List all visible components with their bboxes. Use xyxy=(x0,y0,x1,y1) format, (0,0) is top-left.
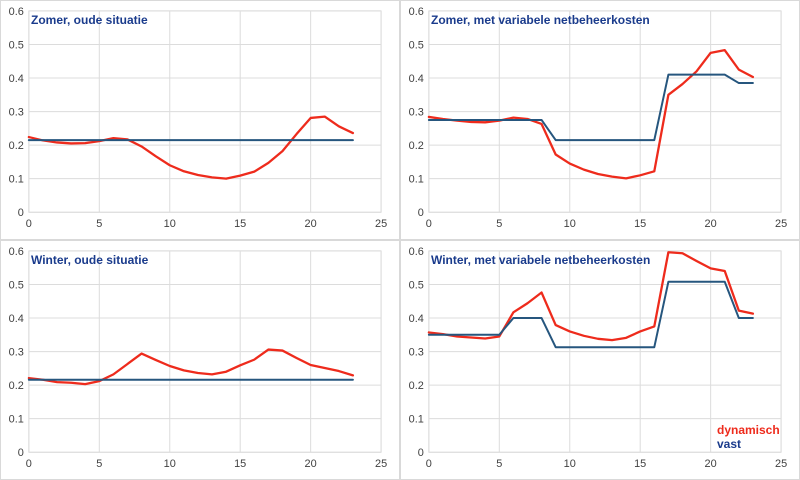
y-tick-label: 0.1 xyxy=(9,414,24,426)
vast-line xyxy=(427,73,754,142)
chart-canvas-winter-oude-situatie: 0 0.1 0.2 0.3 0.4 0.5 0.6 0 5 10 15 20 25 xyxy=(9,246,387,470)
plot-area-border xyxy=(28,10,382,213)
x-tick-label: 15 xyxy=(634,218,646,230)
y-tick-label: 0.2 xyxy=(409,140,424,152)
x-tick-label: 5 xyxy=(496,218,502,230)
x-tick-label: 15 xyxy=(234,458,246,470)
x-tick-label: 5 xyxy=(96,218,102,230)
y-tick-label: 0.3 xyxy=(409,347,424,359)
plot-area-border xyxy=(28,250,382,453)
chart-title-winter-variabele-netbeheerkosten: Winter, met variabele netbeheerkosten xyxy=(431,253,651,267)
x-tick-label: 25 xyxy=(375,458,387,470)
x-tick-label: 25 xyxy=(775,218,787,230)
x-tick-label: 10 xyxy=(164,218,176,230)
chart-panel-zomer-oude-situatie: 0 0.1 0.2 0.3 0.4 0.5 0.6 0 5 10 15 20 25 Zomer, oud… xyxy=(0,0,400,240)
x-tick-label: 5 xyxy=(496,458,502,470)
x-tick-label: 15 xyxy=(634,458,646,470)
vast-line xyxy=(427,280,754,349)
plot-area-border xyxy=(428,10,782,213)
x-tick-label: 0 xyxy=(26,218,32,230)
legend-entry-dynamisch: dynamisch xyxy=(717,423,780,437)
y-tick-label: 0 xyxy=(18,207,24,219)
y-tick-label: 0 xyxy=(418,447,424,459)
y-tick-label: 0.4 xyxy=(9,73,24,85)
dynamisch-line xyxy=(427,251,755,342)
y-tick-label: 0.6 xyxy=(9,246,24,258)
chart-legend: dynamisch vast xyxy=(717,423,780,451)
x-tick-label: 20 xyxy=(305,458,317,470)
dynamisch-line xyxy=(427,49,755,180)
y-tick-label: 0.5 xyxy=(9,39,24,51)
plot-area-border xyxy=(428,250,782,453)
y-tick-label: 0 xyxy=(18,447,24,459)
chart-title-zomer-variabele-netbeheerkosten: Zomer, met variabele netbeheerkosten xyxy=(431,13,650,27)
x-tick-label: 0 xyxy=(26,458,32,470)
y-tick-label: 0.5 xyxy=(9,279,24,291)
x-tick-label: 10 xyxy=(164,458,176,470)
dynamisch-line xyxy=(27,115,355,180)
x-tick-label: 0 xyxy=(426,458,432,470)
x-tick-label: 0 xyxy=(426,218,432,230)
y-tick-label: 0.3 xyxy=(9,347,24,359)
y-tick-label: 0.2 xyxy=(9,380,24,392)
y-tick-label: 0.2 xyxy=(9,140,24,152)
x-tick-label: 10 xyxy=(564,458,576,470)
y-tick-label: 0.4 xyxy=(409,73,424,85)
chart-panel-winter-variabele-netbeheerkosten: 0 0.1 0.2 0.3 0.4 0.5 0.6 0 5 10 15 20 25 Winter, me… xyxy=(400,240,800,480)
legend-entry-vast: vast xyxy=(717,437,742,451)
y-tick-label: 0.4 xyxy=(9,313,24,325)
y-tick-label: 0.6 xyxy=(9,6,24,18)
chart-canvas-zomer-oude-situatie: 0 0.1 0.2 0.3 0.4 0.5 0.6 0 5 10 15 20 25 xyxy=(9,6,387,230)
chart-canvas-winter-variabele-netbeheerkosten: 0 0.1 0.2 0.3 0.4 0.5 0.6 0 5 10 15 20 25 xyxy=(409,246,787,470)
y-tick-label: 0.1 xyxy=(9,174,24,186)
chart-title-zomer-oude-situatie: Zomer, oude situatie xyxy=(31,13,148,27)
x-tick-label: 20 xyxy=(705,458,717,470)
y-tick-label: 0.3 xyxy=(409,107,424,119)
y-tick-label: 0.5 xyxy=(409,279,424,291)
chart-panel-zomer-variabele-netbeheerkosten: 0 0.1 0.2 0.3 0.4 0.5 0.6 0 5 10 15 20 25 Zomer, met… xyxy=(400,0,800,240)
y-tick-label: 0.2 xyxy=(409,380,424,392)
y-tick-label: 0.6 xyxy=(409,246,424,258)
chart-panel-winter-oude-situatie: 0 0.1 0.2 0.3 0.4 0.5 0.6 0 5 10 15 20 25 Winter, ou… xyxy=(0,240,400,480)
dynamisch-line xyxy=(27,348,355,386)
chart-title-winter-oude-situatie: Winter, oude situatie xyxy=(31,253,149,267)
x-tick-label: 25 xyxy=(775,458,787,470)
y-tick-label: 0 xyxy=(418,207,424,219)
y-tick-label: 0.4 xyxy=(409,313,424,325)
x-tick-label: 25 xyxy=(375,218,387,230)
x-tick-label: 10 xyxy=(564,218,576,230)
y-tick-label: 0.6 xyxy=(409,6,424,18)
x-tick-label: 5 xyxy=(96,458,102,470)
x-tick-label: 20 xyxy=(705,218,717,230)
chart-canvas-zomer-variabele-netbeheerkosten: 0 0.1 0.2 0.3 0.4 0.5 0.6 0 5 10 15 20 25 xyxy=(409,6,787,230)
x-tick-label: 15 xyxy=(234,218,246,230)
y-tick-label: 0.5 xyxy=(409,39,424,51)
y-tick-label: 0.1 xyxy=(409,414,424,426)
y-tick-label: 0.1 xyxy=(409,174,424,186)
y-tick-label: 0.3 xyxy=(9,107,24,119)
x-tick-label: 20 xyxy=(305,218,317,230)
